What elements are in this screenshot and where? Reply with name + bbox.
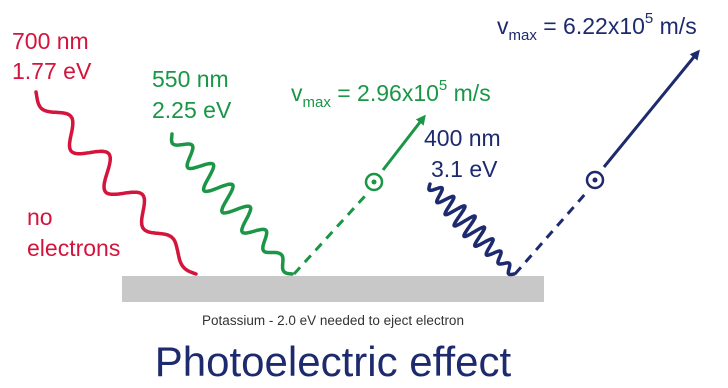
photon-700nm-group: 700 nm 1.77 eV no electrons (12, 28, 198, 276)
electron-icon-400nm (585, 170, 605, 190)
photon-550nm-group: 550 nm 2.25 eV vmax = 2.96x105 m/s (152, 66, 491, 276)
wavelength-label-550nm: 550 nm (152, 66, 229, 92)
electron-velocity-arrow-550nm (381, 114, 426, 171)
vmax-label-400nm: vmax = 6.22x105 m/s (497, 10, 697, 44)
electron-icon-550nm (364, 172, 384, 192)
diagram-title: Photoelectric effect (155, 338, 512, 385)
photon-400nm-group: 400 nm 3.1 eV vmax = 6.22x105 m/s (424, 10, 700, 277)
photon-wave-550nm (169, 132, 294, 276)
electron-velocity-arrow-400nm (602, 49, 700, 168)
photon-wave-400nm (427, 182, 516, 277)
potassium-surface (122, 276, 544, 302)
energy-label-550nm: 2.25 eV (152, 97, 232, 123)
vmax-label-550nm: vmax = 2.96x105 m/s (291, 77, 491, 111)
electron-core-icon-550nm (371, 179, 377, 185)
wavelength-label-400nm: 400 nm (424, 125, 501, 151)
photon-wave-700nm (34, 90, 198, 276)
energy-label-700nm: 1.77 eV (12, 58, 92, 84)
electron-core-icon-400nm (592, 177, 598, 183)
electron-path-dashed-550nm (292, 194, 367, 276)
wavelength-label-700nm: 700 nm (12, 28, 89, 54)
energy-label-400nm: 3.1 eV (431, 156, 498, 182)
no-electrons-label-line1: no (27, 204, 53, 230)
no-electrons-label-line2: electrons (27, 235, 120, 261)
surface-caption: Potassium - 2.0 eV needed to eject elect… (202, 313, 464, 328)
electron-path-dashed-400nm (513, 192, 588, 275)
